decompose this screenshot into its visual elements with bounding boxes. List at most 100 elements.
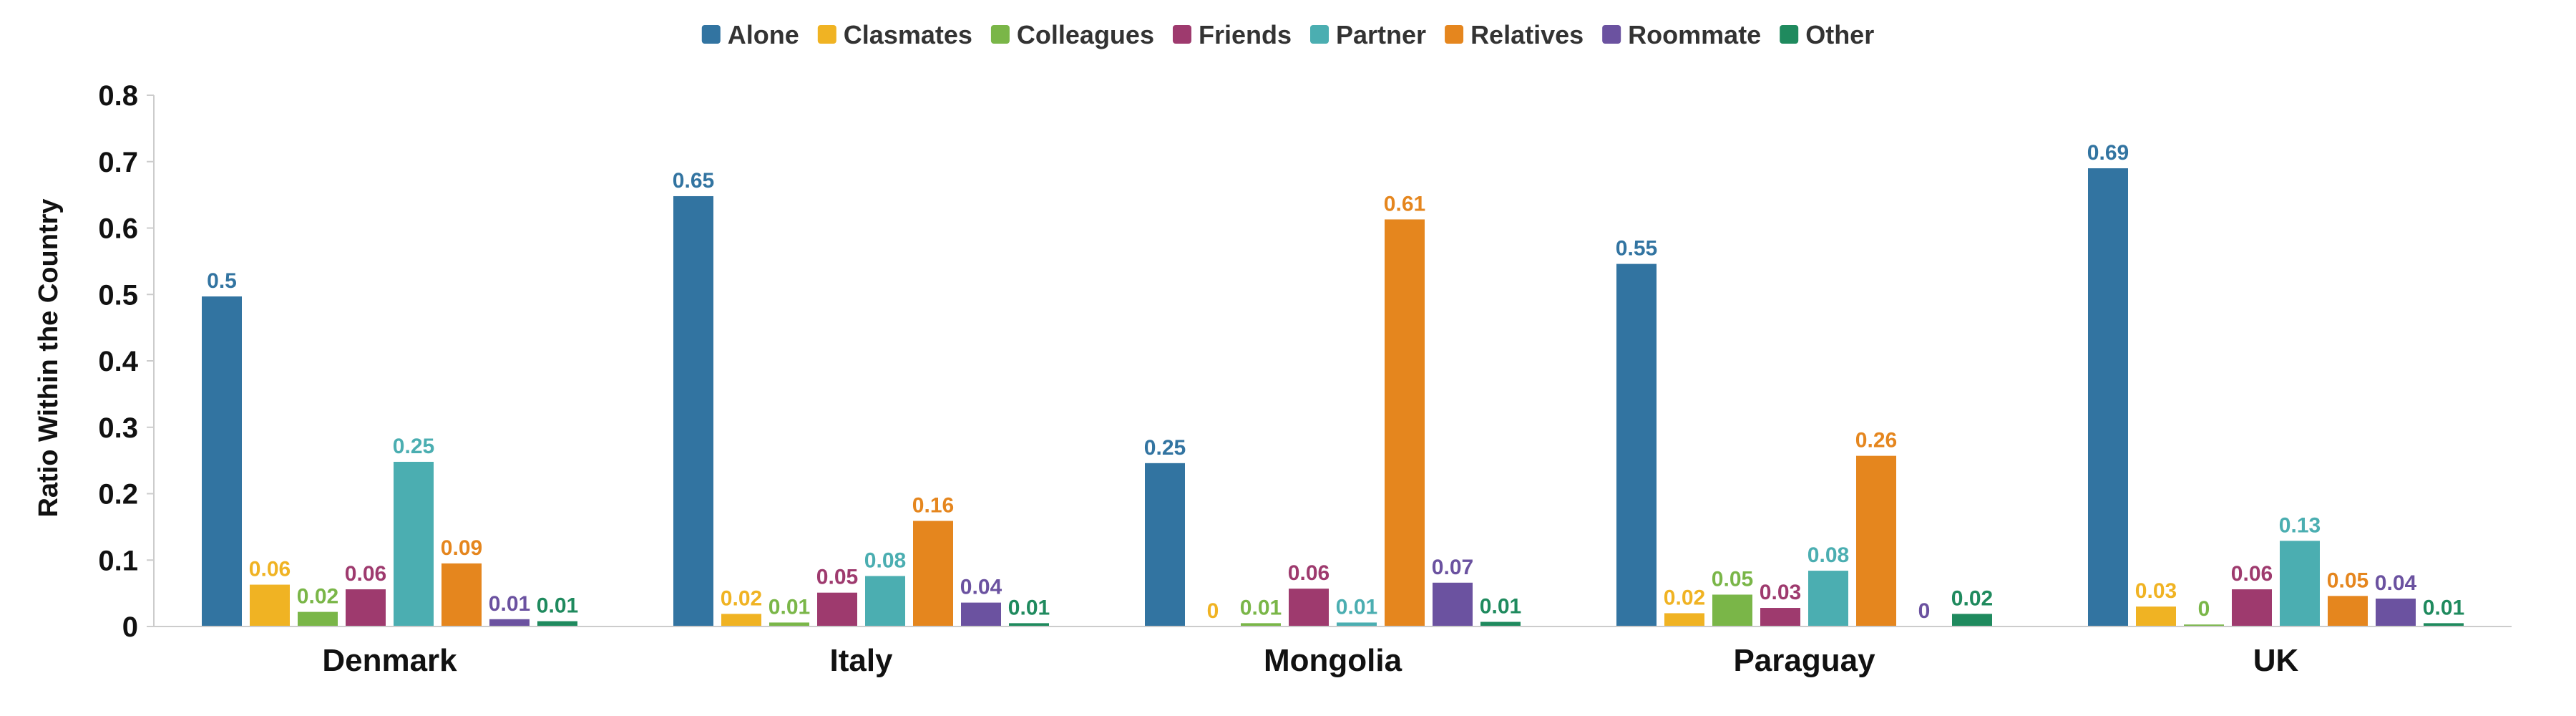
data-label-relatives-uk: 0.05 bbox=[2327, 569, 2368, 592]
legend-item-clasmates: Clasmates bbox=[817, 20, 972, 49]
legend: Alone Clasmates Colleagues Friends Partner Re… bbox=[701, 20, 1874, 49]
bar-partner-mongolia bbox=[1337, 622, 1377, 626]
bar-relatives-paraguay bbox=[1856, 455, 1896, 626]
bar-alone-uk bbox=[2088, 168, 2128, 626]
legend-label-other: Other bbox=[1805, 20, 1874, 49]
bar-alone-denmark bbox=[202, 296, 242, 626]
x-tick-label-paraguay: Paraguay bbox=[1733, 643, 1875, 678]
legend-label-alone: Alone bbox=[728, 20, 799, 49]
data-label-clasmates-paraguay: 0.02 bbox=[1664, 586, 1705, 609]
bar-colleagues-denmark bbox=[298, 611, 338, 626]
data-label-other-uk: 0.01 bbox=[2423, 596, 2464, 619]
legend-label-roommate: Roommate bbox=[1628, 20, 1761, 49]
data-label-colleagues-denmark: 0.02 bbox=[297, 585, 338, 609]
legend-item-colleagues: Colleagues bbox=[990, 20, 1154, 49]
bar-clasmates-italy bbox=[721, 614, 761, 626]
bar-friends-uk bbox=[2232, 589, 2272, 626]
data-label-relatives-denmark: 0.09 bbox=[441, 536, 482, 560]
data-label-alone-mongolia: 0.25 bbox=[1144, 436, 1186, 460]
bar-alone-paraguay bbox=[1616, 263, 1657, 626]
legend-swatch-roommate bbox=[1602, 25, 1621, 44]
y-tick-label: 0.7 bbox=[98, 147, 138, 178]
bar-friends-mongolia bbox=[1289, 589, 1329, 626]
legend-item-friends: Friends bbox=[1172, 20, 1292, 49]
bar-friends-denmark bbox=[346, 589, 386, 626]
data-label-partner-italy: 0.08 bbox=[864, 549, 906, 573]
legend-label-relatives: Relatives bbox=[1470, 20, 1584, 49]
bar-group-uk: 0.69 0.03 0 0.06 0.13 0.05 0.04 0.01 bbox=[2087, 141, 2464, 626]
data-label-friends-italy: 0.05 bbox=[816, 566, 858, 589]
legend-swatch-clasmates bbox=[817, 25, 836, 44]
legend-item-alone: Alone bbox=[701, 20, 799, 49]
y-axis-title: Ratio Within the Country bbox=[34, 198, 64, 517]
bar-other-mongolia bbox=[1480, 621, 1521, 626]
legend-swatch-partner bbox=[1310, 25, 1329, 44]
bar-relatives-italy bbox=[913, 521, 953, 626]
data-label-partner-mongolia: 0.01 bbox=[1336, 595, 1377, 619]
bar-colleagues-uk bbox=[2184, 624, 2224, 626]
data-label-roommate-uk: 0.04 bbox=[2375, 571, 2417, 595]
data-label-friends-mongolia: 0.06 bbox=[1288, 561, 1330, 585]
legend-item-roommate: Roommate bbox=[1602, 20, 1761, 49]
data-label-roommate-italy: 0.04 bbox=[960, 576, 1002, 599]
data-label-partner-paraguay: 0.08 bbox=[1807, 543, 1849, 567]
bar-colleagues-italy bbox=[769, 622, 809, 626]
data-label-clasmates-denmark: 0.06 bbox=[249, 558, 291, 581]
data-label-colleagues-mongolia: 0.01 bbox=[1240, 596, 1282, 619]
data-label-alone-denmark: 0.5 bbox=[207, 269, 237, 293]
x-tick-label-denmark: Denmark bbox=[322, 643, 457, 678]
data-label-partner-denmark: 0.25 bbox=[393, 435, 434, 458]
data-label-clasmates-italy: 0.02 bbox=[721, 586, 762, 610]
bar-roommate-uk bbox=[2376, 599, 2416, 626]
y-axis: 0 0.1 0.2 0.3 0.4 0.5 0.6 0.7 0.8 bbox=[98, 80, 155, 643]
data-label-colleagues-italy: 0.01 bbox=[769, 595, 810, 619]
legend-label-colleagues: Colleagues bbox=[1017, 20, 1154, 49]
bar-partner-paraguay bbox=[1808, 571, 1848, 626]
y-tick-label: 0.3 bbox=[98, 412, 138, 444]
y-tick-label: 0.5 bbox=[98, 279, 138, 311]
bar-group-italy: 0.65 0.02 0.01 0.05 0.08 0.16 0.04 0.01 bbox=[673, 169, 1050, 627]
data-label-partner-uk: 0.13 bbox=[2279, 513, 2321, 537]
bar-group-denmark: 0.5 0.06 0.02 0.06 0.25 0.09 0.01 0.01 bbox=[202, 269, 578, 626]
data-label-other-italy: 0.01 bbox=[1008, 596, 1050, 619]
bar-roommate-denmark bbox=[489, 619, 530, 626]
legend-label-partner: Partner bbox=[1336, 20, 1426, 49]
legend-swatch-other bbox=[1780, 25, 1799, 44]
bar-colleagues-mongolia bbox=[1241, 623, 1281, 626]
data-label-colleagues-uk: 0 bbox=[2198, 597, 2210, 621]
legend-swatch-friends bbox=[1172, 25, 1191, 44]
y-tick-label: 0 bbox=[122, 611, 138, 643]
bar-relatives-denmark bbox=[441, 563, 482, 626]
bar-clasmates-uk bbox=[2136, 606, 2176, 626]
data-label-friends-denmark: 0.06 bbox=[345, 562, 386, 586]
legend-item-other: Other bbox=[1780, 20, 1874, 49]
legend-label-friends: Friends bbox=[1199, 20, 1292, 49]
bar-other-paraguay bbox=[1952, 614, 1992, 626]
data-label-clasmates-mongolia: 0 bbox=[1207, 599, 1219, 623]
bar-other-denmark bbox=[537, 621, 577, 626]
bar-partner-uk bbox=[2280, 541, 2320, 626]
data-label-roommate-denmark: 0.01 bbox=[489, 592, 530, 616]
bar-partner-italy bbox=[865, 576, 905, 626]
legend-swatch-relatives bbox=[1445, 25, 1464, 44]
bar-roommate-mongolia bbox=[1433, 582, 1473, 626]
data-label-clasmates-uk: 0.03 bbox=[2135, 579, 2177, 603]
data-label-alone-italy: 0.65 bbox=[673, 169, 714, 193]
bar-relatives-uk bbox=[2328, 596, 2368, 626]
data-label-other-paraguay: 0.02 bbox=[1951, 586, 1993, 610]
y-tick-label: 0.1 bbox=[98, 545, 138, 576]
legend-swatch-alone bbox=[701, 25, 721, 44]
data-label-friends-uk: 0.06 bbox=[2231, 562, 2273, 586]
x-axis: Denmark Italy Mongolia Paraguay UK bbox=[154, 626, 2512, 678]
bar-alone-mongolia bbox=[1145, 463, 1185, 626]
data-label-other-denmark: 0.01 bbox=[537, 594, 578, 618]
data-label-relatives-italy: 0.16 bbox=[912, 494, 954, 518]
bar-partner-denmark bbox=[394, 461, 434, 626]
bar-roommate-italy bbox=[961, 602, 1001, 626]
bar-other-uk bbox=[2424, 623, 2464, 626]
legend-item-relatives: Relatives bbox=[1445, 20, 1584, 49]
x-tick-label-mongolia: Mongolia bbox=[1264, 643, 1402, 678]
data-label-other-mongolia: 0.01 bbox=[1480, 595, 1521, 619]
data-label-relatives-mongolia: 0.61 bbox=[1384, 192, 1425, 216]
